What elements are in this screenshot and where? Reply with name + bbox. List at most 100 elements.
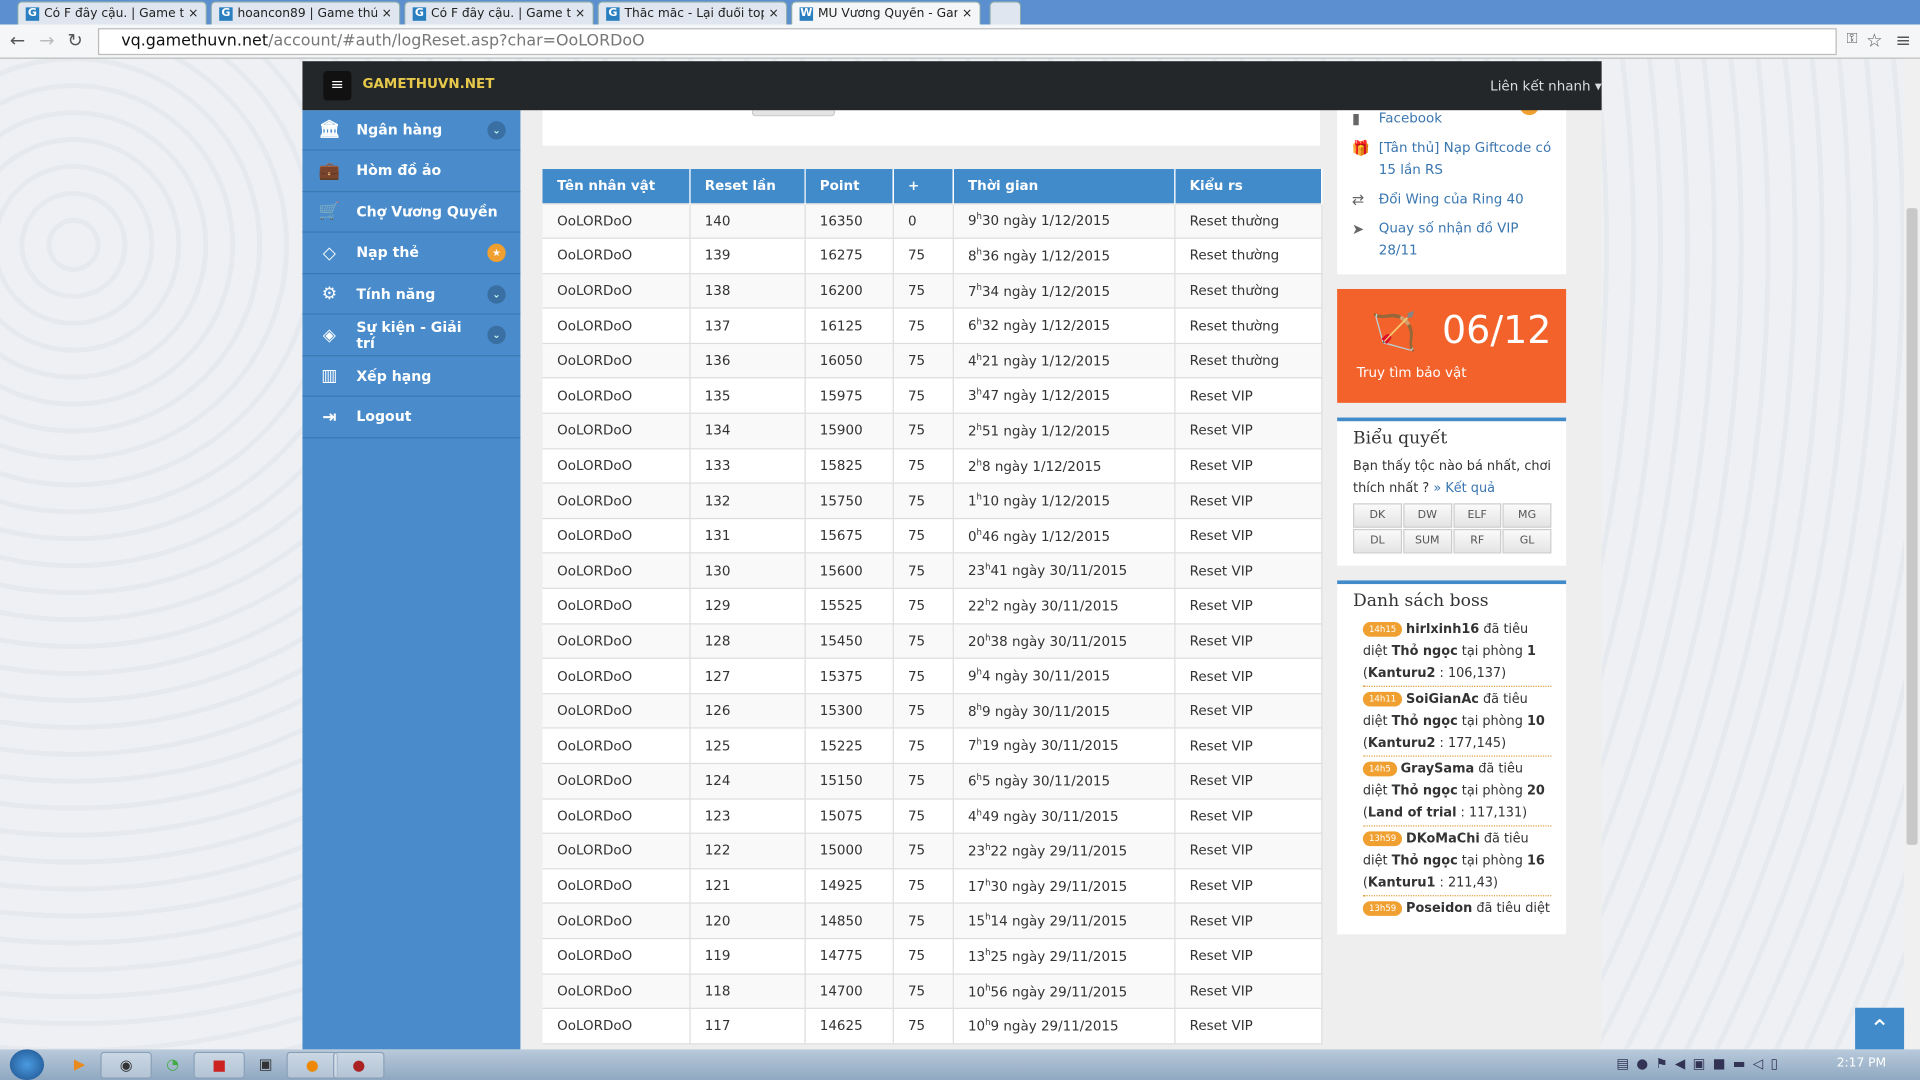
minute-date: 21 ngày 1/12/2015 — [981, 353, 1111, 370]
media-player-icon[interactable]: ▶ — [73, 1055, 86, 1073]
hour-mark: h — [985, 1017, 991, 1028]
column-header[interactable]: Point — [804, 168, 894, 204]
reload-icon[interactable]: ↻ — [67, 29, 83, 52]
new-tab-button[interactable] — [989, 1, 1022, 25]
sidebar-item[interactable]: ◇ Nạp thẻ ★ — [302, 233, 521, 274]
points: 14850 — [804, 902, 894, 940]
vote-button[interactable]: DK — [1353, 503, 1402, 528]
close-tab-icon[interactable]: × — [575, 6, 586, 21]
quick-links-dropdown[interactable]: Liên kết nhanh ▾ — [1490, 78, 1602, 95]
sidebar-item[interactable]: ▥ Xếp hạng — [302, 356, 521, 397]
system-tray-icons[interactable]: ▤●⚑◀▣■▬◁▯ — [1616, 1055, 1786, 1072]
vote-button[interactable]: GL — [1502, 528, 1552, 554]
vote-button[interactable]: MG — [1502, 503, 1552, 528]
close-tab-icon[interactable]: × — [768, 6, 779, 21]
hour: 3 — [967, 388, 977, 405]
forward-icon[interactable]: → — [39, 29, 55, 52]
character-name: OoLORDoO — [542, 587, 691, 625]
news-link[interactable]: [Tân thủ] Nạp Giftcode có 15 lần RS — [1378, 139, 1552, 178]
vote-button[interactable]: RF — [1452, 528, 1502, 554]
exchange-icon: ⇄ — [1351, 191, 1365, 209]
points: 15300 — [804, 692, 894, 730]
sidebar-item[interactable]: 💼 Hòm đồ ảo — [302, 151, 521, 192]
sidebar-item[interactable]: ⚙ Tính năng ⌄ — [302, 274, 521, 315]
clock[interactable]: 2:17 PM — [1836, 1056, 1887, 1071]
sidebar-item[interactable]: ⇥ Logout — [302, 397, 521, 438]
column-header[interactable]: Tên nhân vật — [542, 168, 691, 204]
vote-button[interactable]: DW — [1402, 503, 1452, 528]
browser-tab[interactable]: G Thắc mắc - Lại đuổi top ! × — [597, 1, 788, 25]
reset-time: 2h8 ngày 1/12/2015 — [952, 447, 1175, 484]
minute-date: 56 ngày 29/11/2015 — [990, 983, 1128, 1000]
browser-tab[interactable]: G Có F đây cậu. | Game thủ Việt × — [404, 1, 594, 25]
table-row: OoLORDoO 126 15300 75 8h9 ngày 30/11/2015 Res… — [542, 692, 1322, 730]
sidebar-item[interactable]: 🏛 Ngân hàng ⌄ — [302, 110, 521, 151]
browser-tab[interactable]: WMU Vương Quyền - Game × — [791, 1, 981, 25]
event-banner[interactable]: 🏹 06/12 Truy tìm bảo vật — [1337, 288, 1567, 403]
mu-icon[interactable]: ▣ — [258, 1055, 273, 1073]
reset-count: 126 — [689, 692, 806, 730]
hour: 4 — [967, 808, 977, 825]
hour: 2 — [967, 458, 977, 475]
tab-title: Có F đây cậu. | Game thủ Việt — [44, 6, 183, 21]
room-number: 10 — [1526, 713, 1545, 729]
column-header[interactable]: Kiểu rs — [1174, 168, 1322, 204]
browser-tab-strip: GCó F đây cậu. | Game thủ Việt×Ghoancon8… — [0, 0, 1920, 25]
chrome-icon[interactable]: ◉ — [100, 1051, 152, 1079]
map-name: Land of trial — [1367, 805, 1457, 821]
column-header[interactable]: Thời gian — [952, 168, 1175, 204]
submit-button[interactable] — [751, 110, 836, 117]
back-to-top-button[interactable]: ⌃ — [1855, 1007, 1905, 1050]
game-launcher-icon[interactable]: ■ — [193, 1051, 245, 1079]
points-added: 75 — [892, 482, 954, 519]
character-name: OoLORDoO — [542, 237, 691, 274]
reset-time: 2h51 ngày 1/12/2015 — [952, 412, 1175, 449]
player-name[interactable]: SoiGianAc — [1406, 691, 1479, 707]
scrollbar-thumb[interactable] — [1906, 208, 1918, 845]
reset-count: 138 — [689, 272, 806, 309]
close-tab-icon[interactable]: × — [381, 6, 392, 21]
room-number: 1 — [1526, 644, 1536, 659]
player-name[interactable]: hirlxinh16 — [1406, 622, 1480, 637]
poll-result-link[interactable]: » Kết quả — [1433, 481, 1495, 496]
news-link[interactable]: Facebook — [1378, 110, 1443, 127]
close-tab-icon[interactable]: × — [188, 6, 199, 21]
pk-icon[interactable]: ● — [333, 1051, 385, 1079]
poll-panel: Biểu quyết Bạn thấy tộc nào bá nhất, chơ… — [1337, 417, 1567, 566]
app-icon[interactable]: ◔ — [166, 1055, 180, 1073]
hamburger-menu-button[interactable]: ≡ — [323, 71, 352, 101]
column-header[interactable]: + — [892, 168, 954, 204]
sidebar-item[interactable]: 🛒 Chợ Vương Quyền — [302, 192, 521, 233]
start-button[interactable] — [9, 1049, 45, 1080]
news-link[interactable]: Quay số nhận đồ VIP 28/11 — [1378, 220, 1519, 259]
table-row: OoLORDoO 135 15975 75 3h47 ngày 1/12/2015 Res… — [542, 377, 1322, 414]
hour: 17 — [967, 878, 986, 895]
player-name[interactable]: Poseidon — [1406, 901, 1473, 916]
menu-icon[interactable]: ≡ — [1895, 29, 1911, 52]
vote-button[interactable]: DL — [1353, 528, 1402, 554]
sidebar-item[interactable]: ◈ Sự kiện - Giải trí ⌄ — [302, 315, 521, 356]
vote-button[interactable]: SUM — [1402, 528, 1452, 554]
vote-button[interactable]: ELF — [1452, 503, 1502, 528]
news-link[interactable]: Đổi Wing của Ring 40 — [1378, 191, 1524, 207]
player-name[interactable]: GraySama — [1400, 761, 1475, 777]
back-icon[interactable]: ← — [9, 29, 26, 52]
hour: 8 — [967, 248, 977, 265]
time-badge: 13h59 — [1362, 831, 1403, 847]
site-logo[interactable]: GAMETHUVN.NET — [362, 71, 495, 94]
character-name: OoLORDoO — [542, 972, 691, 1010]
hour-mark: h — [985, 982, 991, 993]
url-input[interactable]: vq.gamethuvn.net/account/#auth/logReset.… — [97, 28, 1837, 56]
column-header[interactable]: Reset lần — [689, 168, 806, 204]
player-name[interactable]: DKoMaChi — [1406, 831, 1480, 847]
sidebar-item-label: Chợ Vương Quyền — [356, 202, 498, 220]
browser-tab[interactable]: G Có F đây cậu. | Game thủ Việt × — [17, 1, 207, 25]
key-icon[interactable]: ⚿ — [1846, 29, 1858, 47]
points-added: 75 — [892, 622, 954, 660]
right-column: ▮ Facebook 🎁 [Tân thủ] Nạp Giftcode có 15 l… — [1337, 100, 1567, 935]
coordinates: 177,145 — [1447, 735, 1502, 751]
close-tab-icon[interactable]: × — [961, 6, 973, 21]
garena-icon[interactable]: ● — [286, 1051, 338, 1079]
star-icon[interactable]: ☆ — [1866, 29, 1883, 52]
